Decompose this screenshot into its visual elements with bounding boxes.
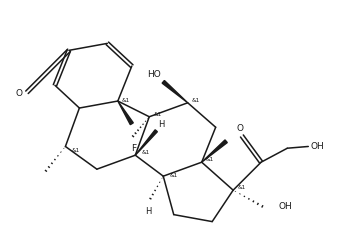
Text: &1: &1	[142, 149, 150, 154]
Text: O: O	[16, 88, 23, 98]
Polygon shape	[135, 130, 157, 155]
Text: &1: &1	[72, 148, 80, 153]
Text: H: H	[145, 206, 152, 215]
Polygon shape	[118, 102, 133, 125]
Text: &1: &1	[192, 98, 200, 103]
Text: HO: HO	[147, 69, 160, 78]
Text: F: F	[131, 143, 136, 152]
Text: OH: OH	[310, 142, 324, 151]
Text: O: O	[237, 123, 244, 132]
Text: H: H	[158, 119, 164, 129]
Text: OH: OH	[279, 202, 292, 210]
Text: &1: &1	[205, 156, 213, 162]
Text: &1: &1	[237, 184, 246, 190]
Text: &1: &1	[170, 172, 178, 177]
Polygon shape	[202, 140, 227, 163]
Text: &1: &1	[153, 112, 162, 117]
Polygon shape	[162, 81, 188, 103]
Text: &1: &1	[122, 98, 130, 102]
